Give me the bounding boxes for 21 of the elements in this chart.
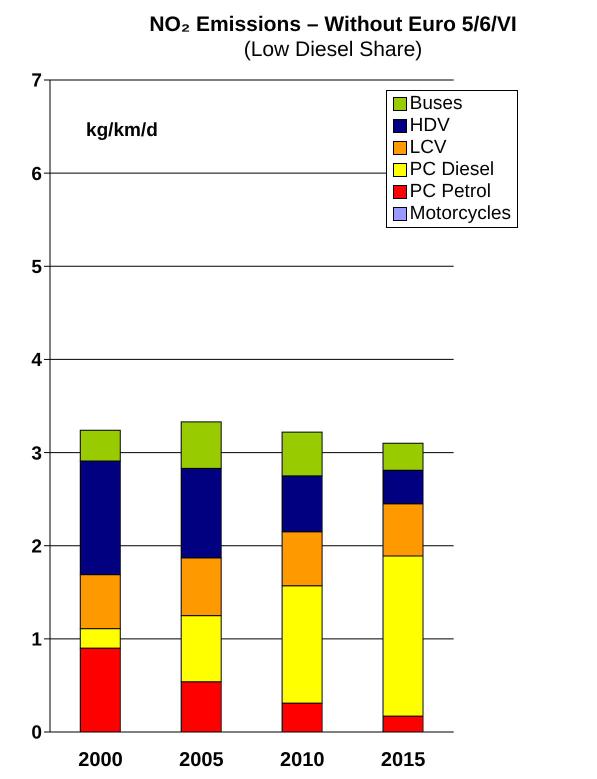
x-tick-label: 2010 — [280, 749, 325, 772]
legend-label: PC Diesel — [408, 159, 496, 181]
legend-label: Motorcycles — [408, 203, 511, 225]
x-tick-label: 2005 — [179, 749, 224, 772]
y-tick-label: 1 — [31, 630, 42, 651]
chart-subtitle: (Low Diesel Share) — [244, 38, 422, 61]
y-tick-label: 7 — [31, 70, 42, 92]
y-tick-label: 0 — [31, 722, 42, 744]
legend-label: LCV — [408, 137, 448, 159]
x-tick-label: 2000 — [78, 749, 123, 772]
y-tick-label: 5 — [31, 257, 42, 278]
legend-label: PC Petrol — [408, 181, 492, 203]
y-tick-label: 4 — [31, 350, 42, 372]
y-axis-title: kg/km/d — [86, 120, 158, 142]
chart-title: NO₂ Emissions – Without Euro 5/6/VI — [149, 13, 517, 36]
x-tick-label: 2015 — [380, 749, 426, 772]
legend-label: Buses — [408, 93, 464, 115]
y-tick-label: 6 — [31, 164, 42, 185]
y-tick-label: 3 — [31, 443, 42, 464]
legend-label: HDV — [408, 115, 451, 137]
y-tick-label: 2 — [31, 536, 42, 558]
